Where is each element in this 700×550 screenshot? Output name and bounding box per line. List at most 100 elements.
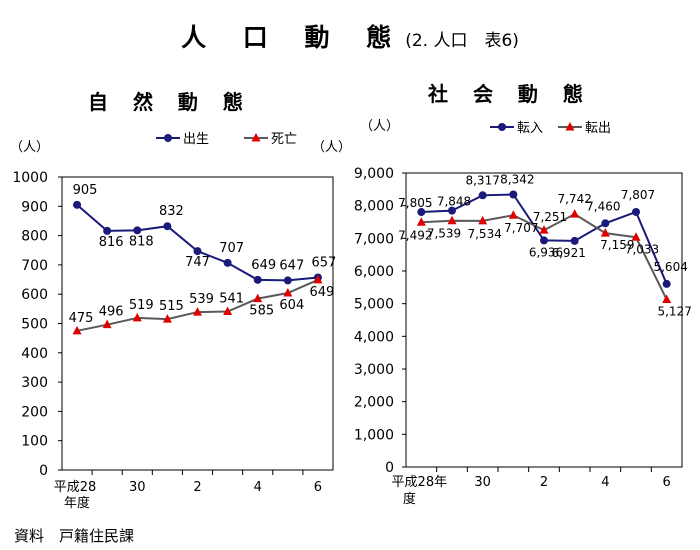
social-legend-1-marker [498,123,506,131]
social-series-1-data-label: 7,460 [586,199,620,213]
natural-series-1-data-label: 818 [129,234,154,249]
social-series-1-data-label: 5,604 [653,260,687,274]
natural-series-1-point [163,222,172,231]
natural-y-tick-label: 100 [21,434,48,450]
social-series-2-point [416,217,426,226]
natural-series-2-data-label: 519 [129,298,154,313]
social-series-2-data-label: 7,033 [625,242,659,256]
natural-series-2-data-label: 475 [69,311,94,326]
social-series-1-data-label: 8,317 [465,173,499,187]
social-series-1-point [540,236,548,245]
natural-series-1-data-label: 649 [251,258,276,273]
natural-series-2-data-label: 604 [279,298,304,313]
natural-series-2-point [102,319,112,329]
social-series-1-data-label: 6,936 [529,245,563,259]
social-y-tick-label: 6,000 [354,264,394,280]
social-y-tick-label: 1,000 [354,427,394,443]
natural-y-tick-label: 600 [21,287,48,303]
natural-series-2-data-label: 541 [219,291,244,306]
natural-series-1-point [223,258,232,267]
natural-y-tick-label: 1000 [12,170,48,186]
social-series-2-point [600,228,610,237]
natural-series-1-data-label: 832 [159,204,184,219]
social-legend-1-label: 転入 [517,121,543,136]
natural-series-1-point [103,226,112,235]
social-y-tick-label: 0 [385,460,394,476]
natural-series-2-point [193,307,202,316]
natural-y-tick-label: 800 [21,229,48,245]
natural-x-tick-label: 平成28 [54,480,97,495]
social-x-tick-label: 6 [663,475,671,490]
social-x-tick-label-line2: 度 [403,491,416,507]
natural-legend-2-label: 死亡 [271,132,297,147]
natural-x-tick-label: 4 [254,480,262,495]
social-series-1-data-label: 8,342 [500,172,534,186]
social-series-1-data-label: 7,805 [398,196,432,210]
natural-series-1-data-label: 905 [73,183,98,198]
natural-series-2-point [132,312,142,322]
social-legend-2-marker [565,122,575,131]
social-series-2-data-label: 7,742 [557,192,591,206]
social-series-1-point [662,279,671,288]
natural-y-tick-label: 700 [21,258,48,274]
social-y-tick-label: 2,000 [354,395,394,411]
social-y-tick-label: 7,000 [354,231,394,247]
natural-y-tick-label: 0 [39,463,48,479]
social-series-2-point [508,210,518,219]
natural-x-tick-label: 2 [193,480,201,495]
natural-series-1-data-label: 647 [279,258,304,273]
natural-series-2-point [223,306,233,315]
social-y-tick-label: 3,000 [354,362,394,378]
social-series-2-point [570,209,580,218]
natural-series-1-point [193,247,202,256]
natural-legend-1-marker [164,134,172,142]
social-series-1-point [601,219,610,228]
page-title-main: 人 口 動 態 [181,23,406,52]
social-series-1-point [417,208,426,217]
social-y-tick-label: 8,000 [354,199,394,215]
social-y-tick-label: 9,000 [354,166,394,182]
left-chart-title: 自 然 動 態 [88,90,252,114]
natural-series-2-point [313,274,323,284]
social-series-1-data-label: 7,848 [437,195,471,209]
social-series-1-point [570,236,579,245]
social-series-1-data-label: 7,807 [621,188,655,202]
natural-series-1-data-label: 747 [185,255,210,270]
social-series-2-data-label: 7,539 [427,227,461,241]
natural-series-2-data-label: 649 [310,285,335,300]
natural-y-tick-label: 500 [21,317,48,333]
social-series-1-point [632,207,640,216]
natural-series-1-point [253,275,262,284]
social-y-tick-label: 4,000 [354,329,394,345]
natural-plot-frame [61,176,334,471]
social-series-2-point [662,294,672,304]
social-series-2-data-label: 7,159 [600,238,634,252]
social-series-1-point [478,191,487,200]
natural-series-1-point [133,226,142,235]
social-x-tick-label: 30 [474,475,491,490]
social-series-2-data-label: 7,534 [467,227,501,241]
social-series-1-point [448,206,456,215]
social-series-2-data-label: 7,251 [533,210,567,224]
social-x-tick-label: 平成28年 [392,475,448,490]
natural-series-1-point [283,276,292,285]
social-series-2-point [631,232,641,241]
source-note: 資料 戸籍住民課 [14,527,135,545]
natural-series-2-data-label: 585 [249,304,274,319]
social-y-tick-label: 5,000 [354,297,394,313]
social-series-2-point [539,225,549,234]
right-chart-title: 社 会 動 態 [428,82,592,106]
natural-x-tick-label: 6 [314,480,322,495]
natural-series-2-point [253,293,263,303]
natural-series-1-data-label: 816 [99,235,124,250]
natural-series-2-point [162,314,172,323]
natural-series-2-data-label: 539 [189,292,214,307]
social-legend-2-label: 転出 [585,121,611,136]
natural-y-tick-label: 300 [21,375,48,391]
natural-series-1-point [73,200,82,209]
social-x-tick-label: 2 [540,475,548,490]
natural-series-2-point [72,325,82,335]
right-unit-label: （人） [312,140,352,155]
page-title: 人 口 動 態(2. 人口 表6) [0,18,700,54]
